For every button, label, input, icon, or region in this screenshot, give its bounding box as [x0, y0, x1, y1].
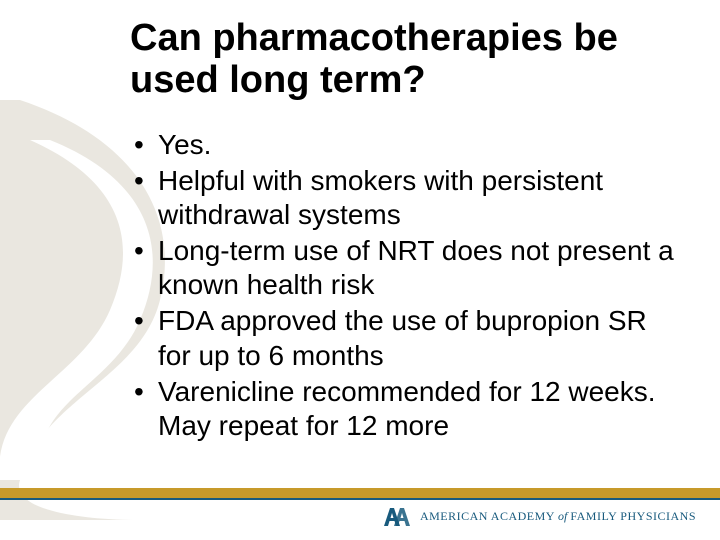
- footer-org-name: AMERICAN ACADEMY of FAMILY PHYSICIANS: [420, 509, 696, 524]
- bullet-item: Yes.: [130, 128, 680, 162]
- footer-branding: AMERICAN ACADEMY of FAMILY PHYSICIANS: [382, 504, 696, 528]
- org-text-part1: AMERICAN ACADEMY: [420, 509, 558, 523]
- org-text-part2: FAMILY PHYSICIANS: [570, 509, 696, 523]
- bullet-list: Yes. Helpful with smokers with persisten…: [130, 128, 680, 443]
- slide-content: Can pharmacotherapies be used long term?…: [0, 0, 720, 443]
- footer-accent-bar: [0, 488, 720, 498]
- bullet-item: FDA approved the use of bupropion SR for…: [130, 304, 680, 372]
- slide-title: Can pharmacotherapies be used long term?: [130, 18, 680, 102]
- org-text-of: of: [558, 509, 570, 523]
- bullet-item: Varenicline recommended for 12 weeks. Ma…: [130, 375, 680, 443]
- aafp-logo-icon: [382, 504, 410, 528]
- bullet-item: Helpful with smokers with persistent wit…: [130, 164, 680, 232]
- bullet-item: Long-term use of NRT does not present a …: [130, 234, 680, 302]
